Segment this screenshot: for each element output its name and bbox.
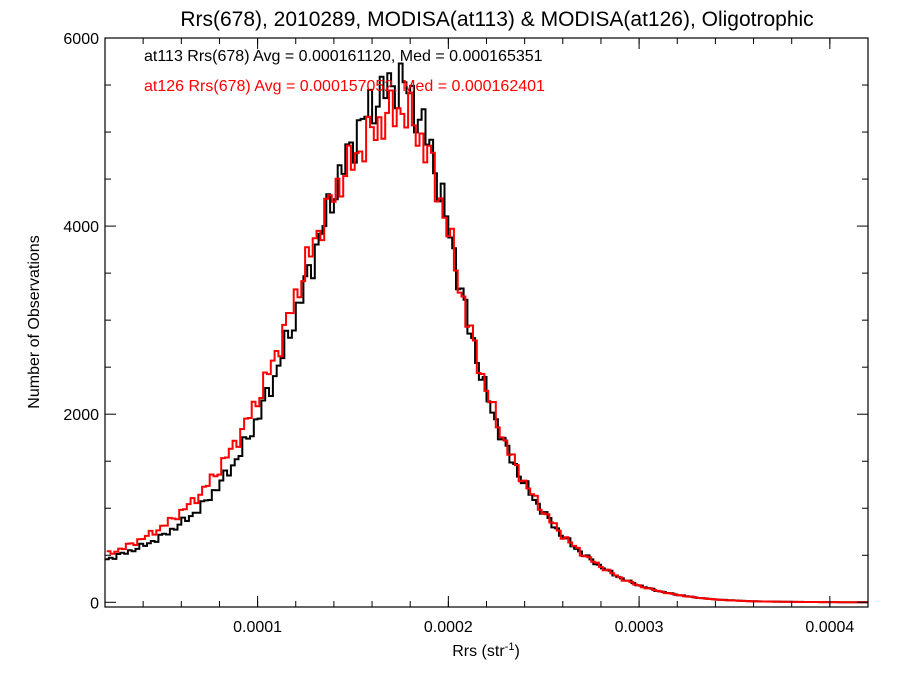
chart-title: Rrs(678), 2010289, MODISA(at113) & MODIS… <box>180 8 813 31</box>
x-tick-label: 0.0004 <box>805 619 854 636</box>
y-tick-label: 4000 <box>63 219 99 236</box>
x-axis-label: Rrs (str-1) <box>452 641 520 660</box>
series-line-2 <box>106 89 868 604</box>
y-tick-label: 6000 <box>63 31 99 48</box>
x-axis-label-superscript: -1 <box>505 641 515 653</box>
x-tick-label: 0.0002 <box>424 619 473 636</box>
y-axis: 0 2000 4000 6000 <box>63 31 868 612</box>
legend-entry-1: at113 Rrs(678) Avg = 0.000161120, Med = … <box>144 48 543 65</box>
y-tick-label: 2000 <box>63 407 99 424</box>
plot-frame <box>104 37 869 608</box>
y-tick-label: 0 <box>90 595 99 612</box>
x-axis: 0.0001 0.0002 0.0003 0.0004 <box>104 38 869 636</box>
y-axis-label: Number of Observations <box>26 235 43 408</box>
x-axis-label-main: Rrs (str <box>452 643 505 660</box>
series-layer <box>105 62 868 604</box>
x-tick-label: 0.0001 <box>233 619 282 636</box>
series-line-1 <box>105 62 868 604</box>
legend-entry-2: at126 Rrs(678) Avg = 0.000157052, Med = … <box>144 78 545 95</box>
x-axis-label-end: ) <box>514 643 519 660</box>
legend: at113 Rrs(678) Avg = 0.000161120, Med = … <box>144 48 545 95</box>
x-tick-label: 0.0003 <box>615 619 664 636</box>
